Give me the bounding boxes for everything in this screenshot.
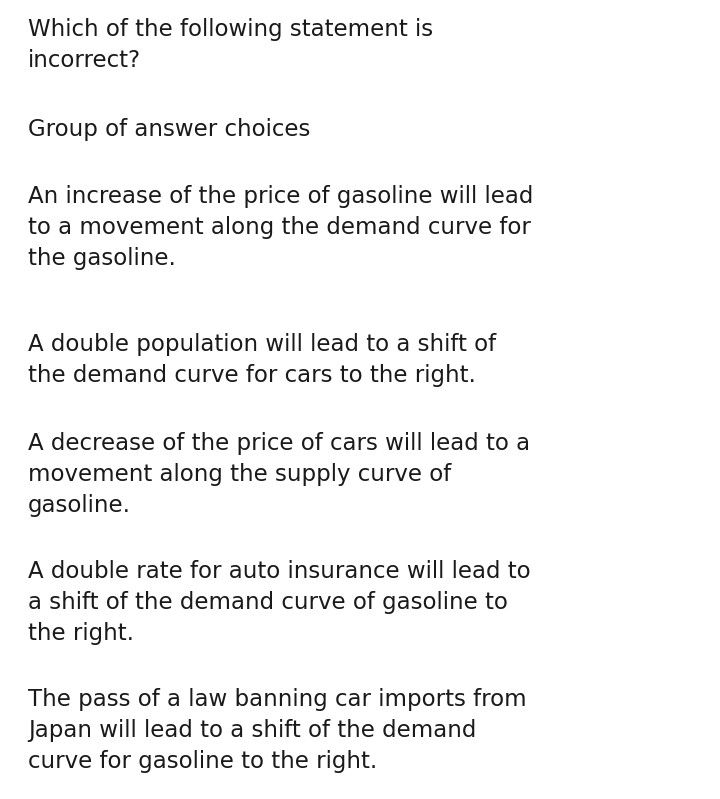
Text: An increase of the price of gasoline will lead
to a movement along the demand cu: An increase of the price of gasoline wil…: [28, 185, 534, 270]
Text: Group of answer choices: Group of answer choices: [28, 118, 310, 141]
Text: A double rate for auto insurance will lead to
a shift of the demand curve of gas: A double rate for auto insurance will le…: [28, 560, 531, 646]
Text: A decrease of the price of cars will lead to a
movement along the supply curve o: A decrease of the price of cars will lea…: [28, 432, 530, 517]
Text: The pass of a law banning car imports from
Japan will lead to a shift of the dem: The pass of a law banning car imports fr…: [28, 688, 526, 773]
Text: A double population will lead to a shift of
the demand curve for cars to the rig: A double population will lead to a shift…: [28, 333, 496, 387]
Text: Which of the following statement is
incorrect?: Which of the following statement is inco…: [28, 18, 433, 72]
